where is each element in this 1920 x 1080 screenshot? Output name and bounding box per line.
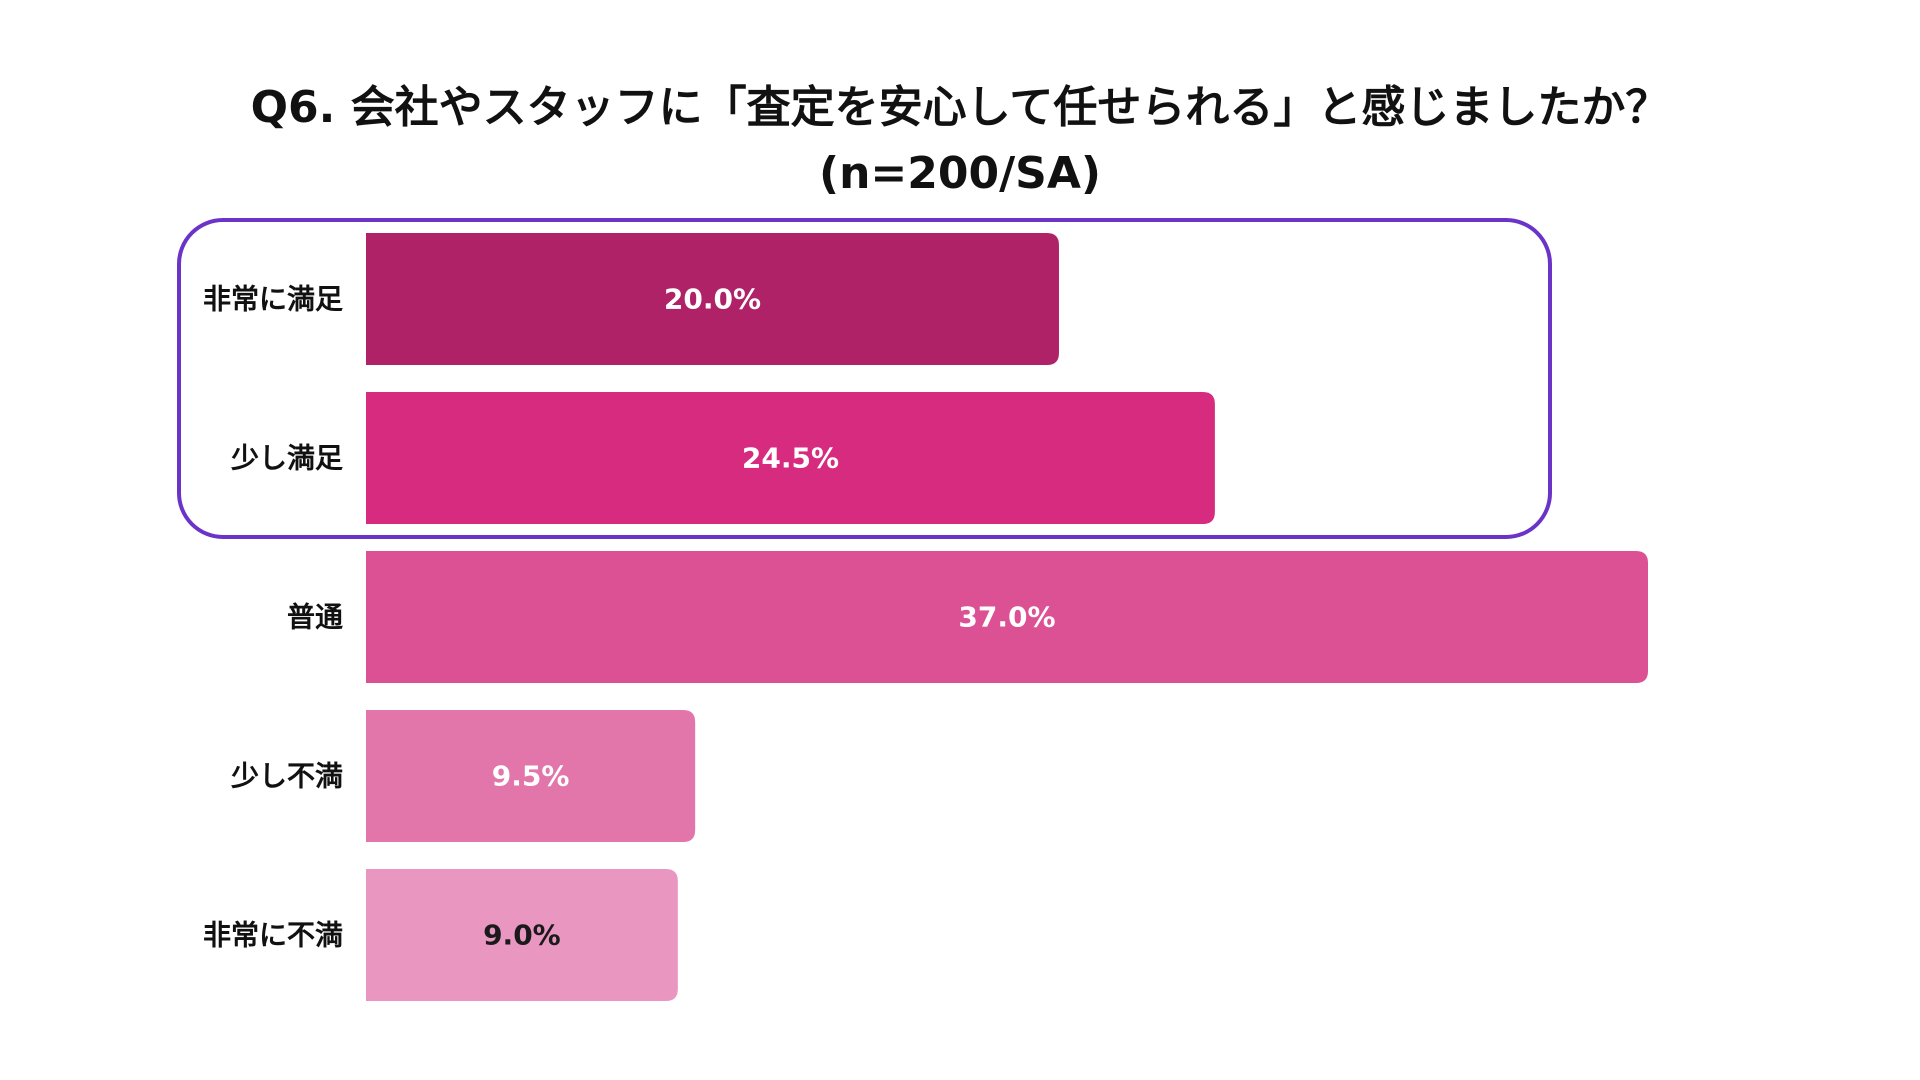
category-label-5: 非常に不満	[203, 919, 343, 952]
category-label-4: 少し不満	[231, 760, 343, 793]
bar-2	[366, 392, 1215, 524]
value-label-4: 9.5%	[492, 760, 570, 793]
bar-1	[366, 233, 1059, 365]
highlight-frame	[177, 218, 1552, 539]
category-label-3: 普通	[287, 601, 343, 634]
value-label-3: 37.0%	[958, 601, 1055, 634]
chart-subtitle: (n=200/SA)	[818, 148, 1102, 199]
bar-4	[366, 710, 696, 842]
chart-title: Q6. 会社やスタッフに「査定を安心して任せられる」と感じましたか？	[250, 82, 1670, 133]
bar-5	[366, 869, 678, 1001]
bar-3	[366, 551, 1648, 683]
category-label-1: 非常に満足	[203, 283, 343, 316]
value-label-1: 20.0%	[664, 283, 761, 316]
chart-title-block: Q6. 会社やスタッフに「査定を安心して任せられる」と感じましたか？ (n=20…	[0, 75, 1920, 207]
value-label-2: 24.5%	[742, 442, 839, 475]
value-label-5: 9.0%	[483, 919, 561, 952]
category-label-2: 少し満足	[231, 442, 343, 475]
